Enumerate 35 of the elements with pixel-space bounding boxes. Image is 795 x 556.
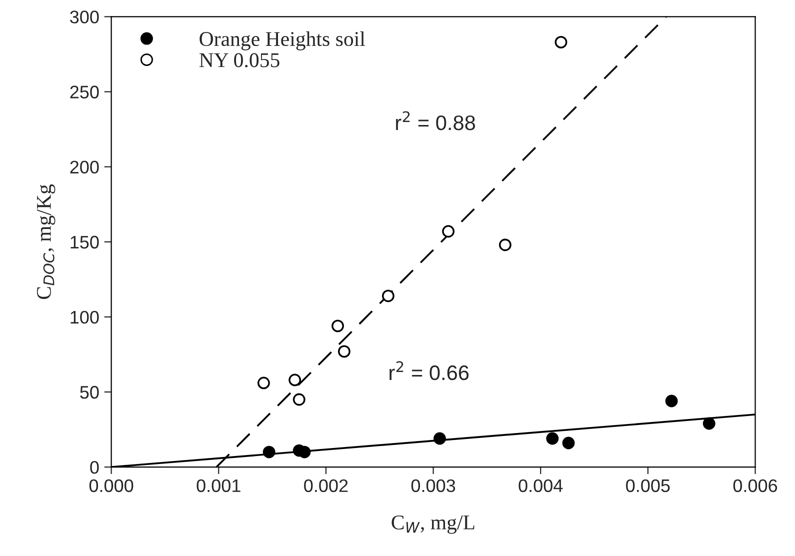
y-tick-label: 150	[70, 236, 99, 249]
x-axis-title: C$_{W}$, mg/L	[392, 515, 474, 534]
point	[292, 393, 306, 406]
point	[434, 432, 446, 445]
x-tick-label: 0.002	[304, 479, 348, 492]
point	[498, 238, 512, 252]
x-tick-label: 0.006	[733, 479, 778, 492]
point	[332, 320, 344, 332]
point	[562, 436, 575, 450]
y-axis-title: C$_{DOC}$, mg/Kg	[36, 184, 56, 300]
x-tick-label: 0.003	[411, 479, 456, 492]
point	[382, 290, 394, 302]
point	[702, 417, 716, 430]
annotation: r$^{2}$ = 0.66	[390, 361, 469, 380]
point	[665, 394, 678, 408]
y-tick-label: 200	[70, 160, 99, 174]
x-tick-label: 0.005	[626, 479, 670, 492]
point	[257, 376, 270, 390]
point	[288, 374, 302, 386]
legend-label: Orange Heights soil	[200, 31, 366, 50]
point	[554, 36, 568, 48]
y-tick-label: 250	[70, 86, 99, 98]
y-tick-label: 300	[70, 10, 99, 24]
point	[442, 225, 455, 238]
y-tick-label: 100	[70, 310, 99, 324]
y-tick-label: 0	[90, 460, 99, 474]
y-tick-label: 50	[80, 386, 99, 399]
legend-label: NY 0.055	[199, 53, 280, 68]
annotation: r$^{2}$ = 0.88	[396, 111, 476, 130]
x-tick-label: 0.000	[89, 479, 134, 492]
x-tick-label: 0.004	[518, 479, 563, 492]
x-tick-label: 0.001	[196, 479, 240, 492]
point	[262, 446, 276, 458]
point	[546, 432, 559, 445]
point	[338, 345, 350, 358]
